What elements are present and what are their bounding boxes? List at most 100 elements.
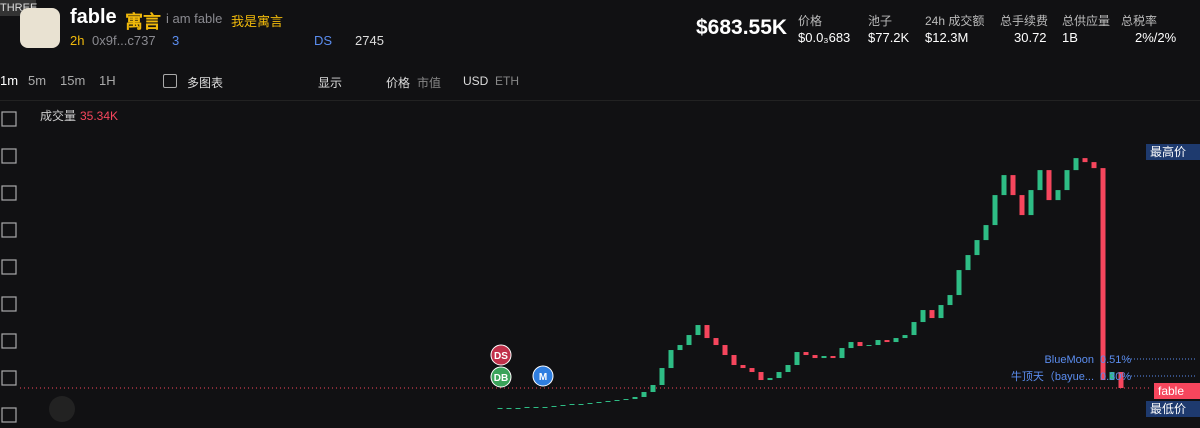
mcap-toggle[interactable]: 市值 — [417, 76, 442, 90]
eth-toggle[interactable]: ETH — [495, 74, 519, 88]
token-name-cn: 寓言 — [125, 12, 161, 32]
low-label-bg — [1146, 401, 1200, 417]
interval-button[interactable]: 5m — [28, 73, 47, 88]
candle — [947, 295, 953, 306]
candle — [785, 365, 791, 373]
candle — [668, 350, 674, 369]
candle — [884, 340, 890, 343]
candle — [920, 310, 926, 323]
candle — [641, 392, 647, 397]
checkbox[interactable] — [163, 74, 177, 88]
candle — [767, 378, 773, 381]
candle — [1001, 175, 1007, 196]
candle — [569, 403, 575, 405]
candle — [686, 335, 692, 346]
volume-value: 35.34K — [80, 109, 118, 123]
stat-value: 30.72 — [1014, 30, 1047, 45]
token-name: fable — [70, 6, 117, 28]
candle — [965, 255, 971, 271]
age: 2h — [70, 33, 85, 48]
candle — [1091, 162, 1097, 169]
candle — [722, 345, 728, 356]
tool-icon — [1, 370, 17, 386]
candle — [1019, 195, 1025, 216]
candle — [938, 305, 944, 319]
candle — [1046, 170, 1052, 201]
candle — [848, 342, 854, 349]
token-desc-cn: 我是寓言 — [231, 14, 284, 29]
candle — [902, 335, 908, 339]
high-label: 最高价 — [1150, 144, 1186, 159]
holders: 3 — [172, 33, 180, 48]
candle — [578, 403, 584, 405]
candle — [776, 372, 782, 379]
candle — [497, 408, 503, 410]
trade-marker — [490, 366, 512, 388]
candle — [506, 408, 512, 410]
holder-name: BlueMoon — [1044, 354, 1094, 366]
candle — [893, 338, 899, 343]
candle — [695, 325, 701, 336]
candle — [587, 403, 593, 405]
candle — [1037, 170, 1043, 191]
toolbar — [0, 62, 1200, 101]
trade-marker — [532, 365, 554, 387]
high-label-bg — [1146, 144, 1200, 160]
multi-chart[interactable]: 多图表 — [187, 76, 224, 90]
display-menu[interactable]: 显示 — [318, 76, 343, 90]
price-toggle[interactable]: 价格 — [386, 76, 411, 90]
address[interactable]: 0x9f...c737 — [92, 33, 156, 48]
candle — [992, 195, 998, 226]
tool-icon — [1, 185, 17, 201]
candle — [551, 405, 557, 407]
tool-icon — [1, 259, 17, 275]
candle — [794, 352, 800, 366]
candle — [983, 225, 989, 241]
candle — [1010, 175, 1016, 196]
stat-value: 2%/2% — [1135, 30, 1177, 45]
tool-icon — [1, 222, 17, 238]
usd-toggle[interactable]: USD — [463, 74, 489, 88]
candle — [740, 365, 746, 369]
candle — [758, 372, 764, 381]
candle — [974, 240, 980, 256]
stat-label: 24h 成交额 — [925, 14, 985, 28]
candle — [911, 322, 917, 336]
trade-marker-label: DB — [494, 373, 508, 384]
candle — [929, 310, 935, 319]
views: 2745 — [355, 33, 384, 48]
interval-button[interactable]: 1H — [99, 73, 116, 88]
candle — [1118, 372, 1124, 389]
stat-value: $77.2K — [868, 30, 910, 45]
candle — [1100, 168, 1106, 381]
candle — [605, 401, 611, 403]
stat-label: 价格 — [798, 14, 823, 28]
candle — [839, 348, 845, 359]
tool-icon — [1, 333, 17, 349]
candle — [803, 352, 809, 356]
stat-value: $0.0₃683 — [798, 30, 851, 45]
tool-icon — [1, 296, 17, 312]
token-desc: i am fable — [166, 11, 223, 26]
low-label: 最低价 — [1150, 402, 1186, 416]
candle — [596, 402, 602, 404]
candle — [1055, 190, 1061, 201]
interval-button[interactable]: 15m — [60, 73, 86, 88]
candle — [749, 368, 755, 373]
candle — [857, 342, 863, 347]
current-label-bg — [1154, 383, 1200, 399]
interval-button[interactable]: 1m — [0, 73, 19, 88]
candle — [560, 404, 566, 406]
tv-logo — [49, 396, 75, 422]
candle — [623, 399, 629, 401]
candle — [524, 406, 530, 409]
candle — [1064, 170, 1070, 191]
volume-label: 成交量 — [40, 108, 76, 123]
ds-link[interactable]: DS — [314, 33, 333, 48]
stat-value: 1B — [1062, 30, 1078, 45]
candle — [677, 345, 683, 351]
candle — [830, 356, 836, 359]
tool-icon — [1, 148, 17, 164]
candle — [542, 406, 548, 408]
